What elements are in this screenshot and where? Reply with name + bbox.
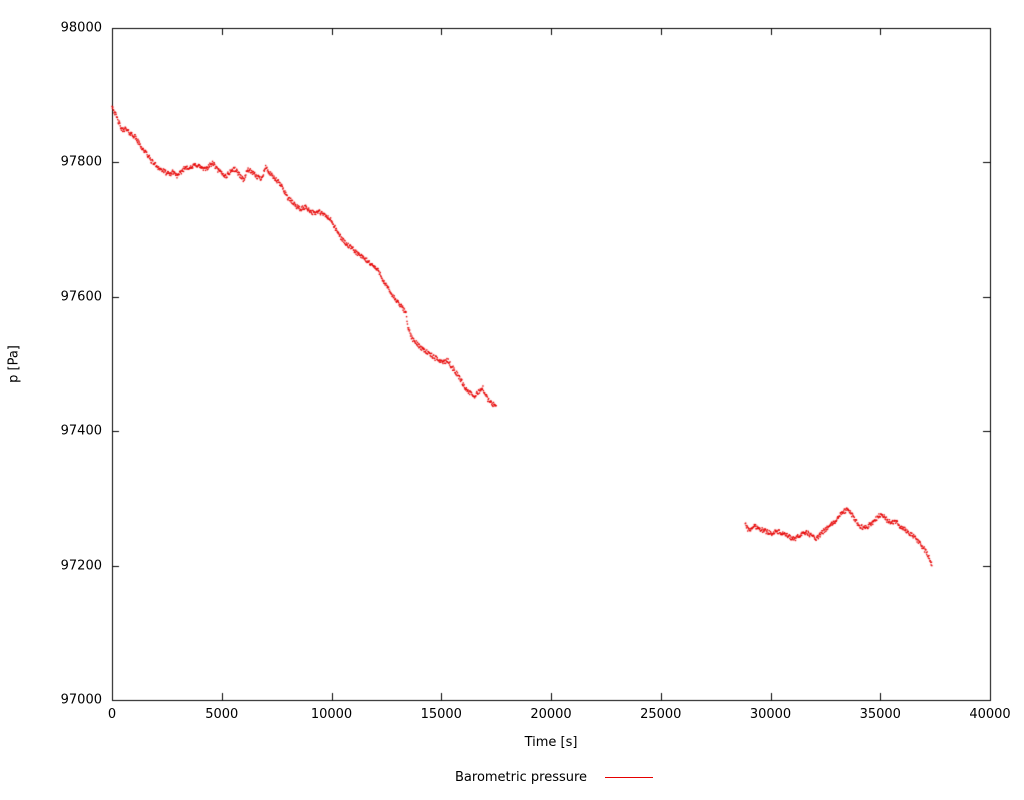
x-tick-label: 25000 xyxy=(640,707,682,722)
y-axis-title: p [Pa] xyxy=(6,345,22,383)
x-tick-label: 20000 xyxy=(530,707,572,722)
x-tick-label: 10000 xyxy=(310,707,353,722)
y-tick-label: 97600 xyxy=(60,289,102,305)
x-tick-label: 40000 xyxy=(969,707,1011,722)
x-tick-label: 35000 xyxy=(859,707,901,722)
legend: Barometric pressure xyxy=(455,770,654,785)
legend-line-sample xyxy=(605,777,654,778)
y-tick-label: 97800 xyxy=(60,154,102,170)
y-tick-label: 97400 xyxy=(60,423,102,439)
y-tick-label: 98000 xyxy=(60,20,102,36)
x-axis-title: Time [s] xyxy=(524,735,578,750)
x-tick-label: 5000 xyxy=(205,707,239,722)
y-tick-label: 97200 xyxy=(60,558,102,574)
x-tick-label: 0 xyxy=(107,707,117,722)
x-tick-label: 30000 xyxy=(749,707,792,722)
y-tick-label: 97000 xyxy=(60,692,102,708)
legend-label: Barometric pressure xyxy=(455,770,588,785)
x-tick-label: 15000 xyxy=(420,707,462,722)
